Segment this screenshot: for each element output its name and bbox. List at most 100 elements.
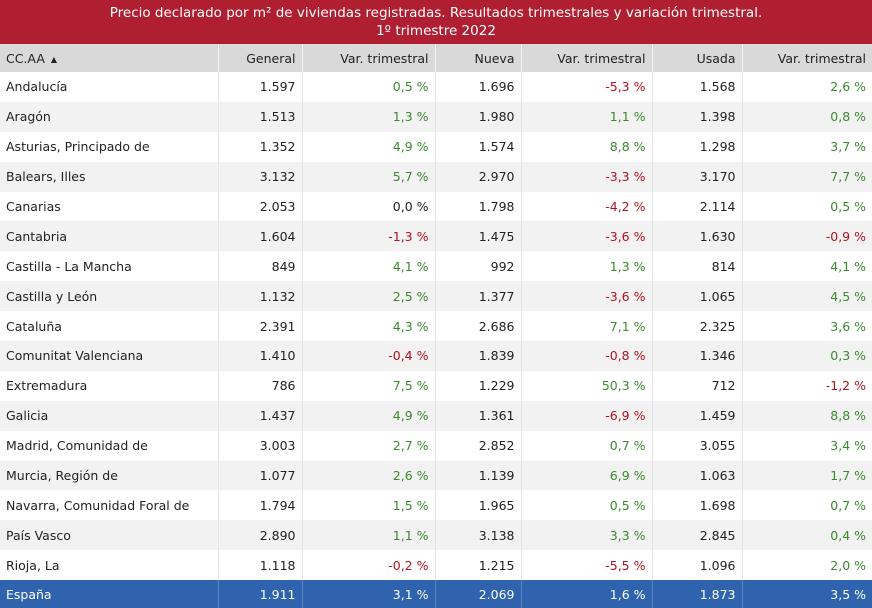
table-row: Balears, Illes 3.132 5,7 % 2.970 -3,3 % 3.170… [0,161,872,192]
cell-ccaa: Canarias [0,191,219,222]
cell-var-nueva: 3,3 % [521,520,653,551]
cell-general: 1.118 [218,550,303,581]
cell-var-usada: 4,5 % [742,281,872,312]
cell-var-nueva: 1,1 % [521,101,653,132]
cell-nueva: 1.361 [435,400,522,431]
cell-usada: 2.325 [652,311,743,342]
cell-general: 1.604 [218,221,303,252]
column-header-ccaa[interactable]: CC.AA ▲ [0,44,219,72]
cell-usada: 1.873 [652,580,743,608]
cell-var-usada: -1,2 % [742,370,872,401]
sort-asc-icon[interactable]: ▲ [50,54,58,64]
cell-usada: 1.298 [652,131,743,162]
cell-usada: 1.698 [652,490,743,521]
cell-usada: 1.630 [652,221,743,252]
cell-ccaa: España [0,580,219,608]
cell-ccaa: Extremadura [0,370,219,401]
cell-nueva: 1.475 [435,221,522,252]
cell-general: 1.410 [218,341,303,371]
cell-var-general: 4,9 % [302,400,436,431]
data-table: CC.AA ▲ General Var. trimestral Nueva Var… [0,44,872,608]
column-header-var-general[interactable]: Var. trimestral [302,44,436,72]
cell-var-usada: 2,6 % [742,72,872,102]
cell-general: 3.132 [218,161,303,192]
cell-var-usada: 2,0 % [742,550,872,581]
cell-usada: 2.845 [652,520,743,551]
table-row: Galicia 1.437 4,9 % 1.361 -6,9 % 1.459 8,8 % [0,400,872,431]
cell-var-general: 2,5 % [302,281,436,312]
cell-usada: 712 [652,370,743,401]
cell-nueva: 2.970 [435,161,522,192]
table-title: Precio declarado por m² de viviendas reg… [0,0,872,44]
cell-nueva: 1.965 [435,490,522,521]
cell-general: 1.911 [218,580,303,608]
cell-ccaa: Rioja, La [0,550,219,581]
cell-nueva: 3.138 [435,520,522,551]
column-header-usada[interactable]: Usada [652,44,743,72]
cell-var-nueva: 1,3 % [521,251,653,282]
cell-var-general: 1,3 % [302,101,436,132]
cell-ccaa: Galicia [0,400,219,431]
cell-ccaa: Asturias, Principado de [0,131,219,162]
cell-general: 2.053 [218,191,303,222]
table-row: Navarra, Comunidad Foral de 1.794 1,5 % 1.9… [0,490,872,521]
cell-general: 1.132 [218,281,303,312]
cell-var-general: 1,5 % [302,490,436,521]
cell-var-usada: 3,5 % [742,580,872,608]
cell-general: 1.794 [218,490,303,521]
cell-general: 1.513 [218,101,303,132]
cell-nueva: 2.686 [435,311,522,342]
cell-ccaa: Comunitat Valenciana [0,341,219,371]
cell-general: 1.597 [218,72,303,102]
title-line-1: Precio declarado por m² de viviendas reg… [109,5,763,21]
table-row: Castilla y León 1.132 2,5 % 1.377 -3,6 % 1.06… [0,281,872,312]
header-row: CC.AA ▲ General Var. trimestral Nueva Var… [0,44,872,72]
cell-usada: 3.055 [652,430,743,461]
cell-general: 1.437 [218,400,303,431]
cell-usada: 814 [652,251,743,282]
cell-var-general: -0,2 % [302,550,436,581]
column-header-var-nueva[interactable]: Var. trimestral [521,44,653,72]
cell-var-nueva: 0,7 % [521,430,653,461]
table-row: Andalucía 1.597 0,5 % 1.696 -5,3 % 1.568 2,6 % [0,72,872,102]
cell-nueva: 1.229 [435,370,522,401]
cell-var-nueva: -4,2 % [521,191,653,222]
cell-nueva: 2.069 [435,580,522,608]
cell-nueva: 1.215 [435,550,522,581]
column-header-var-usada[interactable]: Var. trimestral [742,44,872,72]
table-row: Cataluña 2.391 4,3 % 2.686 7,1 % 2.325 3,6 % [0,311,872,342]
cell-general: 1.352 [218,131,303,162]
cell-var-usada: 3,4 % [742,430,872,461]
cell-general: 2.890 [218,520,303,551]
cell-ccaa: Madrid, Comunidad de [0,430,219,461]
cell-ccaa: Balears, Illes [0,161,219,192]
cell-var-nueva: -0,8 % [521,341,653,371]
cell-nueva: 1.139 [435,460,522,491]
cell-ccaa: Murcia, Región de [0,460,219,491]
cell-var-general: 1,1 % [302,520,436,551]
table-row: País Vasco 2.890 1,1 % 3.138 3,3 % 2.845 0,4 % [0,520,872,551]
cell-var-nueva: -5,5 % [521,550,653,581]
cell-usada: 1.459 [652,400,743,431]
cell-var-usada: 3,6 % [742,311,872,342]
cell-ccaa: Cantabria [0,221,219,252]
table-row: Extremadura 786 7,5 % 1.229 50,3 % 712 -1,2 % [0,370,872,401]
cell-var-general: 0,0 % [302,191,436,222]
cell-var-usada: 3,7 % [742,131,872,162]
total-row: España 1.911 3,1 % 2.069 1,6 % 1.873 3,5 % [0,580,872,608]
cell-general: 3.003 [218,430,303,461]
cell-ccaa: Andalucía [0,72,219,102]
cell-var-general: 4,9 % [302,131,436,162]
cell-var-nueva: 0,5 % [521,490,653,521]
column-header-general[interactable]: General [218,44,303,72]
cell-var-usada: 0,8 % [742,101,872,132]
cell-usada: 1.065 [652,281,743,312]
table-row: Comunitat Valenciana 1.410 -0,4 % 1.839 -0,8… [0,341,872,371]
cell-ccaa: Castilla - La Mancha [0,251,219,282]
cell-general: 1.077 [218,460,303,491]
cell-var-nueva: -3,6 % [521,221,653,252]
cell-usada: 1.063 [652,460,743,491]
cell-var-nueva: 6,9 % [521,460,653,491]
column-header-nueva[interactable]: Nueva [435,44,522,72]
cell-var-general: 7,5 % [302,370,436,401]
